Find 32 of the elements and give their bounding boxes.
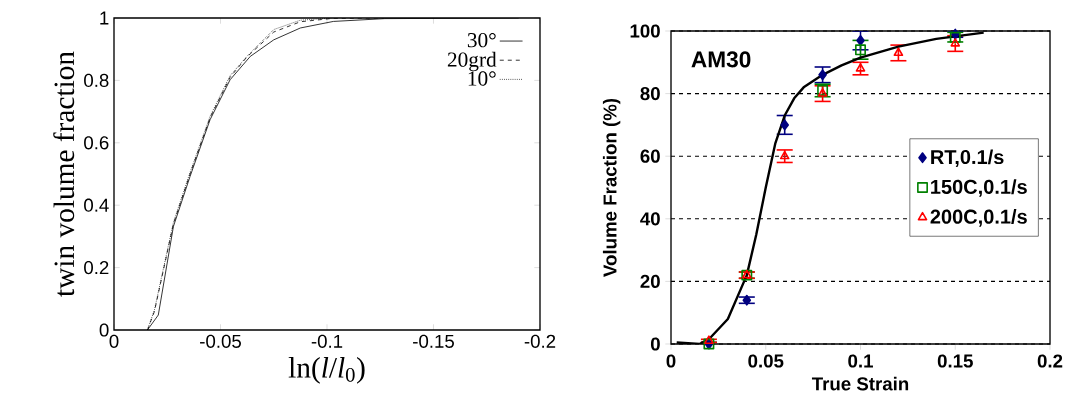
x-axis-title: ln(l/l$_{0}$): [288, 357, 365, 384]
y-tick-label: 0: [99, 323, 109, 337]
y-axis-title: Volume Fraction (%): [602, 98, 621, 277]
x-tick-label: 0.2: [1037, 354, 1063, 368]
annotation: AM30: [691, 51, 751, 68]
legend-label: RT,0.1/s: [931, 149, 1004, 168]
y-tick-label: 60: [640, 149, 660, 163]
y-tick-label: 20: [640, 274, 660, 289]
legend-label: 10°: [468, 71, 496, 86]
y-tick-label: 40: [640, 212, 660, 226]
y-tick-label: 0.2: [84, 260, 109, 275]
y-axis-title: twin volume fraction: [53, 51, 75, 297]
x-tick-label: -0.05: [200, 334, 241, 348]
x-tick-label: 0: [109, 334, 119, 348]
y-tick-label: 0.8: [84, 73, 109, 88]
x-tick-label: -0.2: [524, 334, 556, 348]
y-tick-label: 100: [630, 24, 660, 38]
x-tick-label: 0.15: [937, 354, 973, 368]
y-tick-label: 1: [100, 11, 109, 25]
x-tick-label: 0: [666, 354, 676, 368]
legend-label: 20grd: [447, 51, 497, 72]
x-tick-label: 0.05: [748, 354, 784, 368]
x-tick-label: -0.1: [311, 334, 343, 348]
x-axis-title: True Strain: [811, 376, 909, 391]
legend-label: 150C,0.1/s: [931, 179, 1027, 197]
legend-label: 30°: [467, 32, 496, 48]
y-tick-label: 80: [640, 86, 660, 101]
x-tick-label: -0.15: [413, 334, 454, 348]
legend-label: 200C,0.1/s: [930, 209, 1027, 227]
y-tick-label: 0.4: [84, 198, 109, 212]
y-tick-label: 0.6: [84, 136, 109, 150]
x-tick-label: 0.1: [848, 354, 873, 368]
